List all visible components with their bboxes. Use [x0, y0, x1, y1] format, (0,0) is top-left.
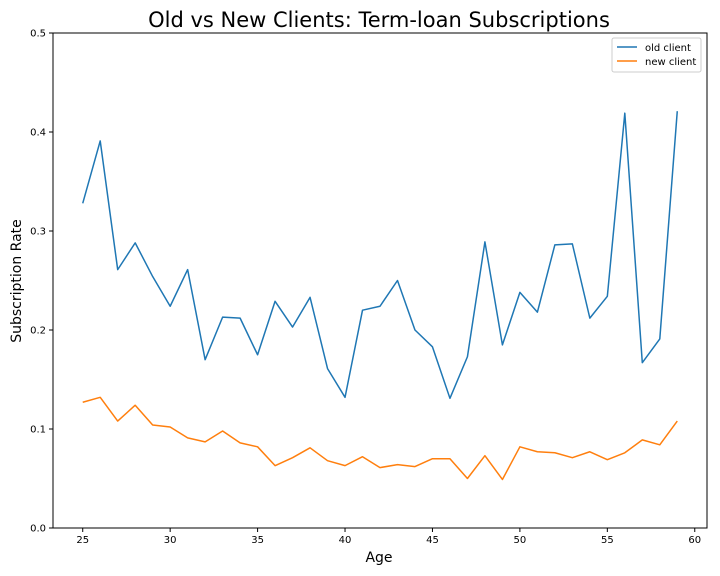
y-axis-label: Subscription Rate — [9, 219, 25, 343]
y-tick-label: 0.1 — [30, 425, 46, 436]
x-tick-label: 40 — [339, 535, 352, 546]
y-tick-label: 0.0 — [30, 524, 46, 535]
legend-label-new-client: new client — [645, 57, 696, 68]
series-line-old-client — [82, 111, 679, 400]
series-line-new-client — [82, 396, 678, 481]
plot-lines — [82, 111, 679, 481]
y-tick-label: 0.2 — [30, 326, 46, 337]
x-tick-label: 50 — [514, 535, 527, 546]
y-axis-ticks: 0.0 0.1 0.2 0.3 0.4 0.5 — [30, 29, 53, 535]
x-tick-label: 60 — [688, 535, 701, 546]
y-tick-label: 0.5 — [30, 29, 46, 40]
x-tick-label: 30 — [164, 535, 177, 546]
chart-title: Old vs New Clients: Term-loan Subscripti… — [148, 8, 610, 32]
plot-frame — [52, 32, 708, 529]
x-axis-ticks: 25 30 35 40 45 50 55 60 — [76, 528, 701, 546]
legend-label-old-client: old client — [645, 43, 691, 54]
x-tick-label: 45 — [426, 535, 439, 546]
x-tick-label: 55 — [601, 535, 614, 546]
y-tick-label: 0.4 — [30, 128, 46, 139]
y-tick-label: 0.3 — [30, 227, 46, 238]
x-tick-label: 35 — [251, 535, 264, 546]
legend: old client new client — [611, 37, 702, 73]
x-tick-label: 25 — [76, 535, 89, 546]
x-axis-label: Age — [365, 550, 392, 566]
